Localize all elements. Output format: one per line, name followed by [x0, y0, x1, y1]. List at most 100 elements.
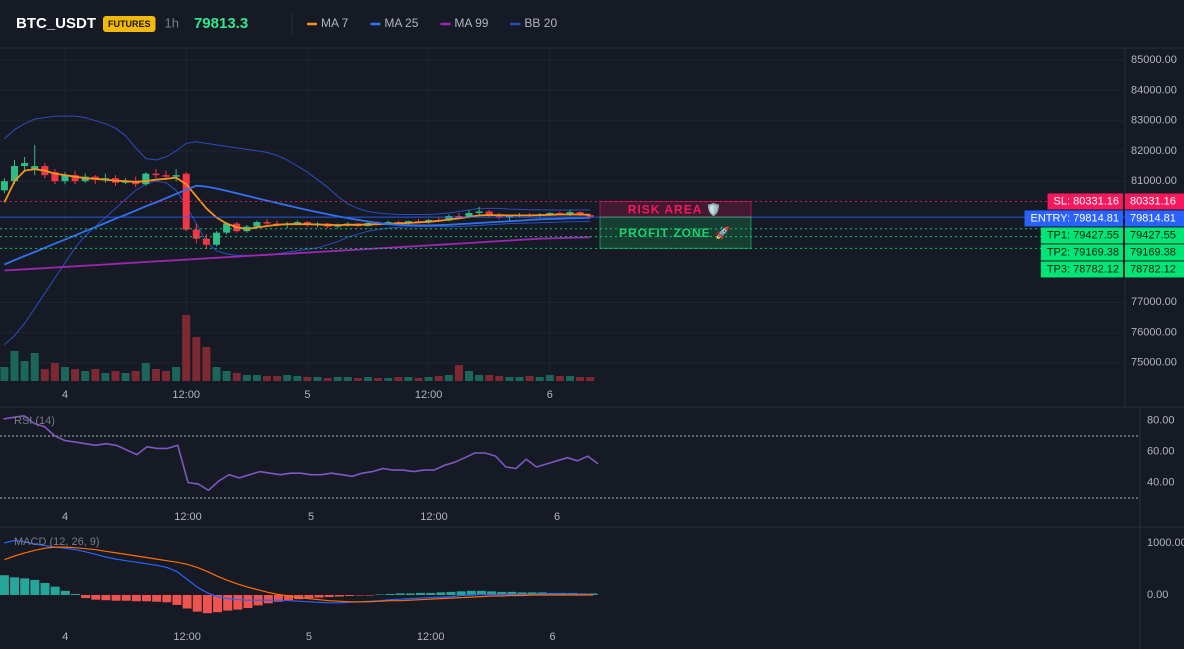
histogram-bar	[202, 594, 212, 614]
level-price: 78782.12	[1130, 263, 1176, 275]
interval[interactable]: 1h	[165, 15, 179, 30]
histogram-bar	[101, 594, 111, 601]
volume-bar	[374, 378, 383, 381]
histogram-bar	[324, 594, 334, 598]
histogram-bar	[446, 591, 456, 595]
y-tick-label: 84000.00	[1131, 84, 1177, 96]
candle-body	[31, 166, 39, 170]
histogram-bar	[314, 594, 324, 598]
volume-bar	[151, 369, 160, 381]
volume-bar	[232, 373, 241, 381]
histogram-bar	[517, 592, 527, 595]
histogram-bar	[385, 593, 395, 595]
level-label: SL: 80331.16	[1054, 195, 1119, 207]
market-badge: FUTURES	[108, 19, 151, 29]
volume-bar	[273, 376, 282, 381]
volume-bar	[525, 376, 534, 381]
y-tick-label: 75000.00	[1131, 357, 1177, 369]
histogram-bar	[223, 594, 233, 611]
volume-bar	[586, 377, 595, 381]
volume-bar	[20, 361, 29, 381]
volume-bar	[263, 376, 271, 381]
volume-bar	[40, 369, 49, 381]
candle-body	[263, 222, 271, 224]
volume-bar	[424, 377, 433, 381]
legend-label: BB 20	[524, 16, 557, 30]
volume-bar	[81, 371, 90, 381]
symbol[interactable]: BTC_USDT	[16, 15, 96, 32]
volume-bar	[293, 376, 302, 381]
histogram-bar	[263, 594, 273, 604]
volume-bar	[555, 376, 564, 381]
candle-body	[192, 229, 200, 239]
histogram-bar	[60, 590, 70, 595]
volume-bar	[162, 371, 170, 381]
volume-bar	[545, 375, 554, 381]
candle-body	[445, 216, 453, 221]
volume-bar	[414, 378, 423, 381]
macd-line	[4, 539, 594, 604]
volume-bar	[101, 373, 110, 381]
histogram-bar	[40, 583, 50, 595]
volume-bar	[0, 367, 9, 381]
candle-body	[546, 212, 554, 215]
candle-body	[51, 172, 59, 182]
histogram-bar	[355, 594, 365, 596]
histogram-bar	[243, 594, 253, 608]
volume-bar	[212, 367, 221, 381]
histogram-bar	[466, 590, 476, 595]
level-label: TP2: 79169.38	[1047, 246, 1119, 258]
volume-bar	[495, 376, 504, 381]
y-tick-label: 76000.00	[1131, 326, 1177, 338]
candle-body	[566, 212, 574, 215]
volume-bar	[50, 363, 59, 381]
volume-bar	[30, 353, 39, 381]
histogram-bar	[0, 575, 9, 595]
histogram-bar	[30, 579, 40, 595]
level-price: 79427.55	[1130, 229, 1176, 241]
volume-bar	[252, 375, 261, 381]
histogram-bar	[345, 594, 354, 597]
volume-bar	[566, 376, 574, 381]
legend-label: MA 25	[384, 16, 418, 30]
histogram-bar	[456, 591, 466, 595]
histogram-bar	[192, 594, 202, 612]
y-tick-label: 77000.00	[1131, 296, 1177, 308]
volume-bar	[222, 371, 231, 381]
histogram-bar	[81, 594, 91, 599]
x-tick-label: 12:00	[415, 389, 443, 401]
volume-bar	[515, 377, 524, 381]
histogram-bar	[172, 594, 182, 605]
histogram-bar	[426, 592, 436, 595]
y-tick-label: 40.00	[1147, 476, 1175, 488]
y-tick-label: 80.00	[1147, 414, 1175, 426]
volume-bar	[242, 375, 251, 381]
volume-bar	[454, 365, 463, 381]
candle-body	[11, 166, 18, 182]
histogram-bar	[182, 594, 192, 609]
signal-line	[4, 546, 594, 603]
level-label-box	[1040, 227, 1123, 244]
volume-bar	[343, 377, 352, 381]
histogram-bar	[365, 594, 375, 596]
y-tick-label: 60.00	[1147, 445, 1175, 457]
candle-body	[213, 232, 220, 245]
x-tick-label: 6	[554, 511, 560, 523]
level-label-box	[1040, 261, 1123, 278]
level-label: TP3: 78782.12	[1047, 263, 1119, 275]
level-label-box	[1024, 210, 1123, 227]
zone-label: RISK AREA 🛡️	[628, 202, 722, 216]
histogram-bar	[375, 594, 385, 595]
indicator-line	[3, 415, 599, 492]
level-price-box	[1125, 244, 1184, 261]
histogram-bar	[487, 591, 497, 595]
ma-line	[3, 168, 591, 230]
histogram-bar	[497, 591, 507, 595]
x-tick-label: 4	[62, 389, 68, 401]
histogram-bar	[20, 578, 30, 595]
level-price-box	[1125, 210, 1184, 227]
panel-label: MACD (12, 26, 9)	[14, 536, 100, 548]
histogram-bar	[162, 594, 172, 603]
x-tick-label: 6	[549, 631, 555, 643]
